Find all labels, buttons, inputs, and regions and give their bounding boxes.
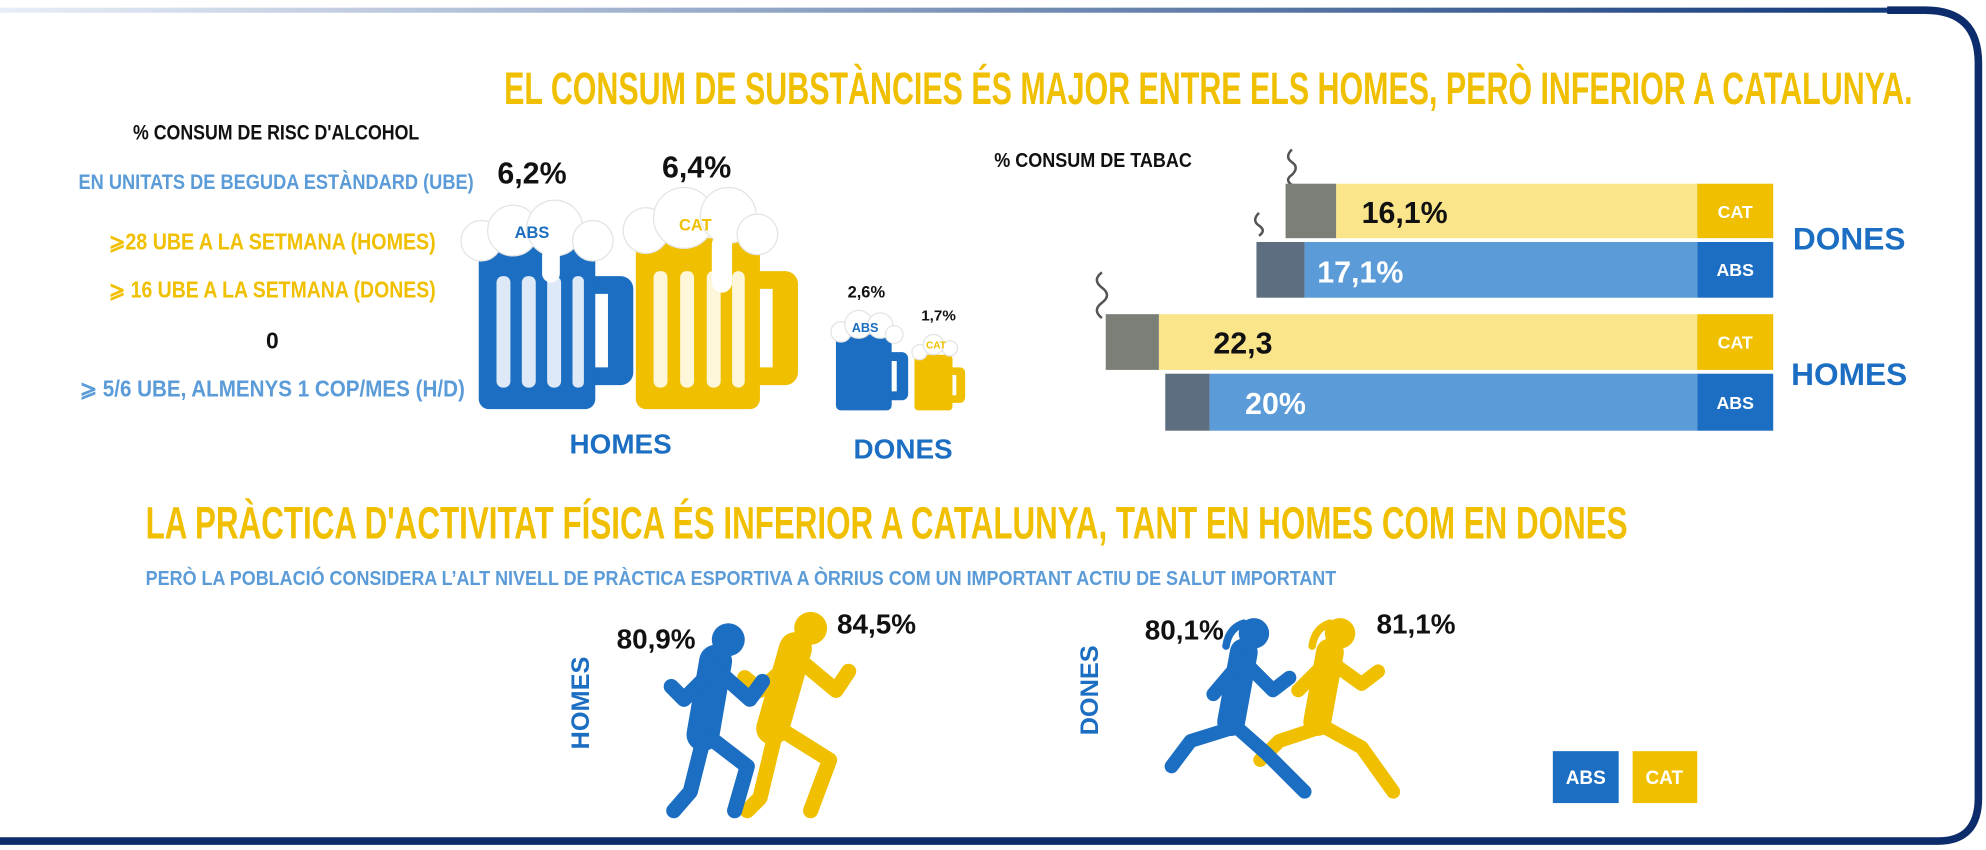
- group-label: HOMES: [1791, 356, 1907, 392]
- filter: [1286, 184, 1337, 238]
- shape: [885, 326, 903, 344]
- tabac-title: % CONSUM DE TABAC: [994, 150, 1192, 172]
- shape: [572, 220, 613, 261]
- shape: [712, 234, 732, 292]
- group-label: HOMES: [570, 428, 672, 459]
- shape: [1288, 150, 1296, 185]
- value-label: 22,3: [1213, 326, 1272, 360]
- group-label: DONES: [1076, 645, 1104, 735]
- shape: [755, 271, 798, 385]
- group-label: DONES: [1793, 221, 1906, 257]
- filter: [1256, 242, 1304, 298]
- box-label: ABS: [1717, 260, 1755, 280]
- runner-cat-homes: [745, 612, 849, 811]
- value-label: 80,1%: [1145, 615, 1224, 646]
- value-label: 6,2%: [497, 157, 566, 191]
- alcohol-subtitle: EN UNITATS DE BEGUDA ESTÀNDARD (UBE): [79, 169, 474, 194]
- box-label: ABS: [1717, 393, 1755, 413]
- mug-label: ABS: [515, 224, 550, 242]
- shape: [593, 276, 634, 385]
- value-label: 80,9%: [617, 624, 696, 655]
- alcohol-title: % CONSUM DE RISC D'ALCOHOL: [133, 120, 419, 144]
- criterion: ⩾ 16 UBE A LA SETMANA (DONES): [109, 277, 436, 303]
- shape: [680, 271, 694, 388]
- shape: [914, 355, 952, 411]
- legend-label: CAT: [1645, 768, 1683, 789]
- mug-label: CAT: [679, 217, 712, 235]
- criterion: 0: [266, 327, 279, 353]
- shape: [737, 214, 778, 255]
- shape: [654, 271, 668, 388]
- shape: [1097, 272, 1107, 318]
- value-label: 2,6%: [848, 284, 886, 302]
- heading: EL CONSUM DE SUBSTÀNCIES ÉS MAJOR ENTRE …: [504, 62, 1912, 114]
- filter: [1165, 374, 1209, 431]
- criterion: ⩾ 5/6 UBE, ALMENYS 1 COP/MES (H/D): [80, 376, 465, 402]
- body: EL CONSUM DE SUBSTÀNCIES ÉS MAJOR ENTRE …: [0, 0, 1986, 850]
- value-label: 6,4%: [662, 150, 731, 184]
- shape: [497, 276, 511, 387]
- top-rule: [0, 8, 1900, 13]
- group-label: HOMES: [567, 657, 595, 750]
- activity-subtitle: PERÒ LA POBLACIÓ CONSIDERA L’ALT NIVELL …: [146, 566, 1337, 590]
- value-label: 20%: [1245, 387, 1306, 421]
- criterion: ⩾28 UBE A LA SETMANA (HOMES): [109, 229, 436, 255]
- mug-label: CAT: [926, 340, 947, 351]
- shape: [547, 276, 561, 387]
- infographic: EL CONSUM DE SUBSTÀNCIES ÉS MAJOR ENTRE …: [0, 0, 1986, 850]
- box-label: CAT: [1718, 202, 1753, 222]
- activity-title: LA PRÀCTICA D'ACTIVITAT FÍSICA ÉS INFERI…: [146, 497, 1628, 548]
- filter: [1106, 314, 1159, 370]
- shape: [542, 247, 560, 282]
- mug-label: ABS: [852, 321, 879, 335]
- shape: [1255, 213, 1263, 236]
- shape: [732, 271, 745, 388]
- value-label: 1,7%: [921, 308, 956, 325]
- shape: [836, 334, 892, 410]
- page: Infografia {"heading": "EL CONSUM DE SUB…: [0, 0, 1986, 850]
- shape: [889, 352, 908, 400]
- value-label: 81,1%: [1377, 608, 1456, 639]
- group-label: DONES: [854, 434, 953, 465]
- shape: [572, 276, 583, 387]
- value-label: 16,1%: [1362, 196, 1448, 230]
- legend-label: ABS: [1566, 768, 1606, 789]
- box-label: CAT: [1718, 332, 1753, 352]
- value-label: 84,5%: [837, 608, 916, 639]
- shape: [522, 276, 536, 387]
- value-label: 17,1%: [1317, 256, 1403, 290]
